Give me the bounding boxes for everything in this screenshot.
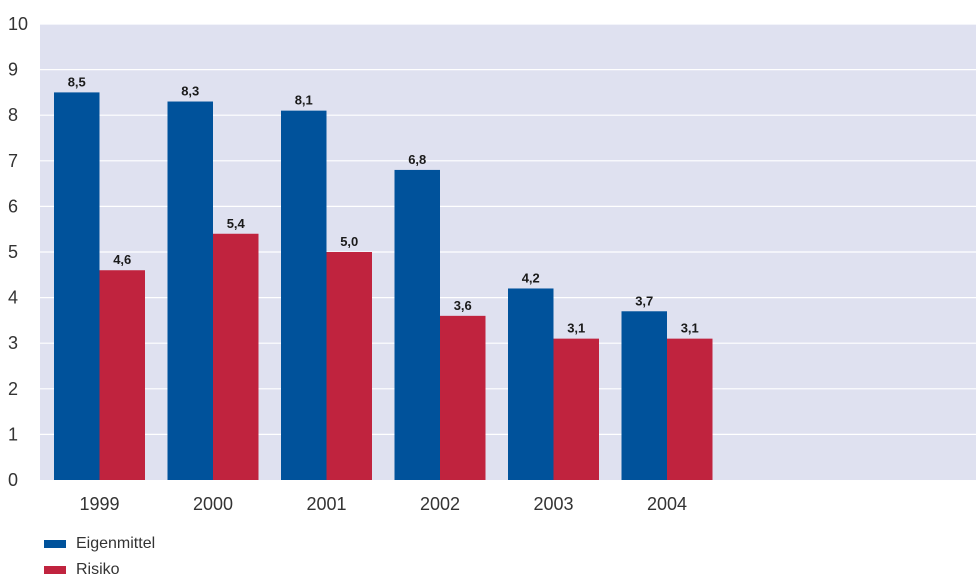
data-label: 5,4	[227, 216, 246, 231]
bar-risiko-2003	[553, 338, 599, 480]
data-label: 8,1	[295, 93, 313, 108]
data-label: 6,8	[408, 152, 426, 167]
x-tick-label: 2002	[420, 494, 460, 514]
bar-risiko-2004	[667, 338, 713, 480]
y-tick-label: 9	[8, 60, 18, 80]
data-label: 3,1	[681, 321, 699, 336]
y-tick-label: 8	[8, 105, 18, 125]
x-tick-label: 2004	[647, 494, 687, 514]
y-tick-label: 6	[8, 196, 18, 216]
legend-label-eigenmittel: Eigenmittel	[76, 535, 156, 552]
y-tick-label: 5	[8, 242, 18, 262]
y-tick-label: 1	[8, 424, 18, 444]
bar-eigenmittel-2004	[621, 311, 667, 480]
data-labels: 8,5 4,6 8,3 5,4 8,1 5,0 6,8 3,6 4,2 3,1 3,7 3,1	[68, 74, 699, 335]
y-tick-label: 7	[8, 151, 18, 171]
data-label: 8,5	[68, 74, 86, 89]
bar-eigenmittel-2000	[167, 101, 213, 481]
bars	[54, 92, 713, 481]
y-tick-label: 2	[8, 379, 18, 399]
data-label: 3,1	[567, 321, 585, 336]
x-tick-label: 2001	[306, 494, 346, 514]
bar-eigenmittel-1999	[54, 92, 100, 481]
y-tick-label: 10	[8, 14, 28, 34]
legend-item-eigenmittel: Eigenmittel	[44, 531, 155, 557]
y-tick-label: 3	[8, 333, 18, 353]
bar-eigenmittel-2002	[394, 169, 440, 481]
x-tick-label: 2003	[533, 494, 573, 514]
legend-swatch-risiko	[44, 566, 66, 574]
data-label: 4,6	[113, 252, 131, 267]
legend-item-risiko: Risiko	[44, 557, 155, 583]
bar-eigenmittel-2001	[281, 110, 327, 480]
bar-chart: 0 1 2 3 4 5 6 7 8 9 10 8,5 4,6 8,3 5,4 8,1 5,0 6,8 3,6 4,2…	[8, 14, 976, 514]
legend-swatch-eigenmittel	[44, 540, 66, 548]
data-label: 8,3	[181, 84, 199, 99]
bar-eigenmittel-2003	[508, 288, 554, 480]
data-label: 3,6	[454, 298, 472, 313]
y-axis-ticks: 0 1 2 3 4 5 6 7 8 9 10	[8, 14, 28, 490]
bar-risiko-1999	[99, 270, 145, 480]
x-tick-label: 2000	[193, 494, 233, 514]
x-axis-ticks: 1999 2000 2001 2002 2003 2004	[79, 494, 687, 514]
y-tick-label: 4	[8, 288, 18, 308]
x-tick-label: 1999	[79, 494, 119, 514]
y-tick-label: 0	[8, 470, 18, 490]
data-label: 5,0	[340, 234, 358, 249]
bar-risiko-2002	[440, 315, 486, 480]
data-label: 4,2	[522, 270, 540, 285]
bar-risiko-2000	[213, 233, 259, 480]
data-label: 3,7	[635, 293, 653, 308]
legend: Eigenmittel Risiko	[44, 531, 155, 583]
bar-risiko-2001	[326, 252, 372, 480]
legend-label-risiko: Risiko	[76, 561, 120, 578]
